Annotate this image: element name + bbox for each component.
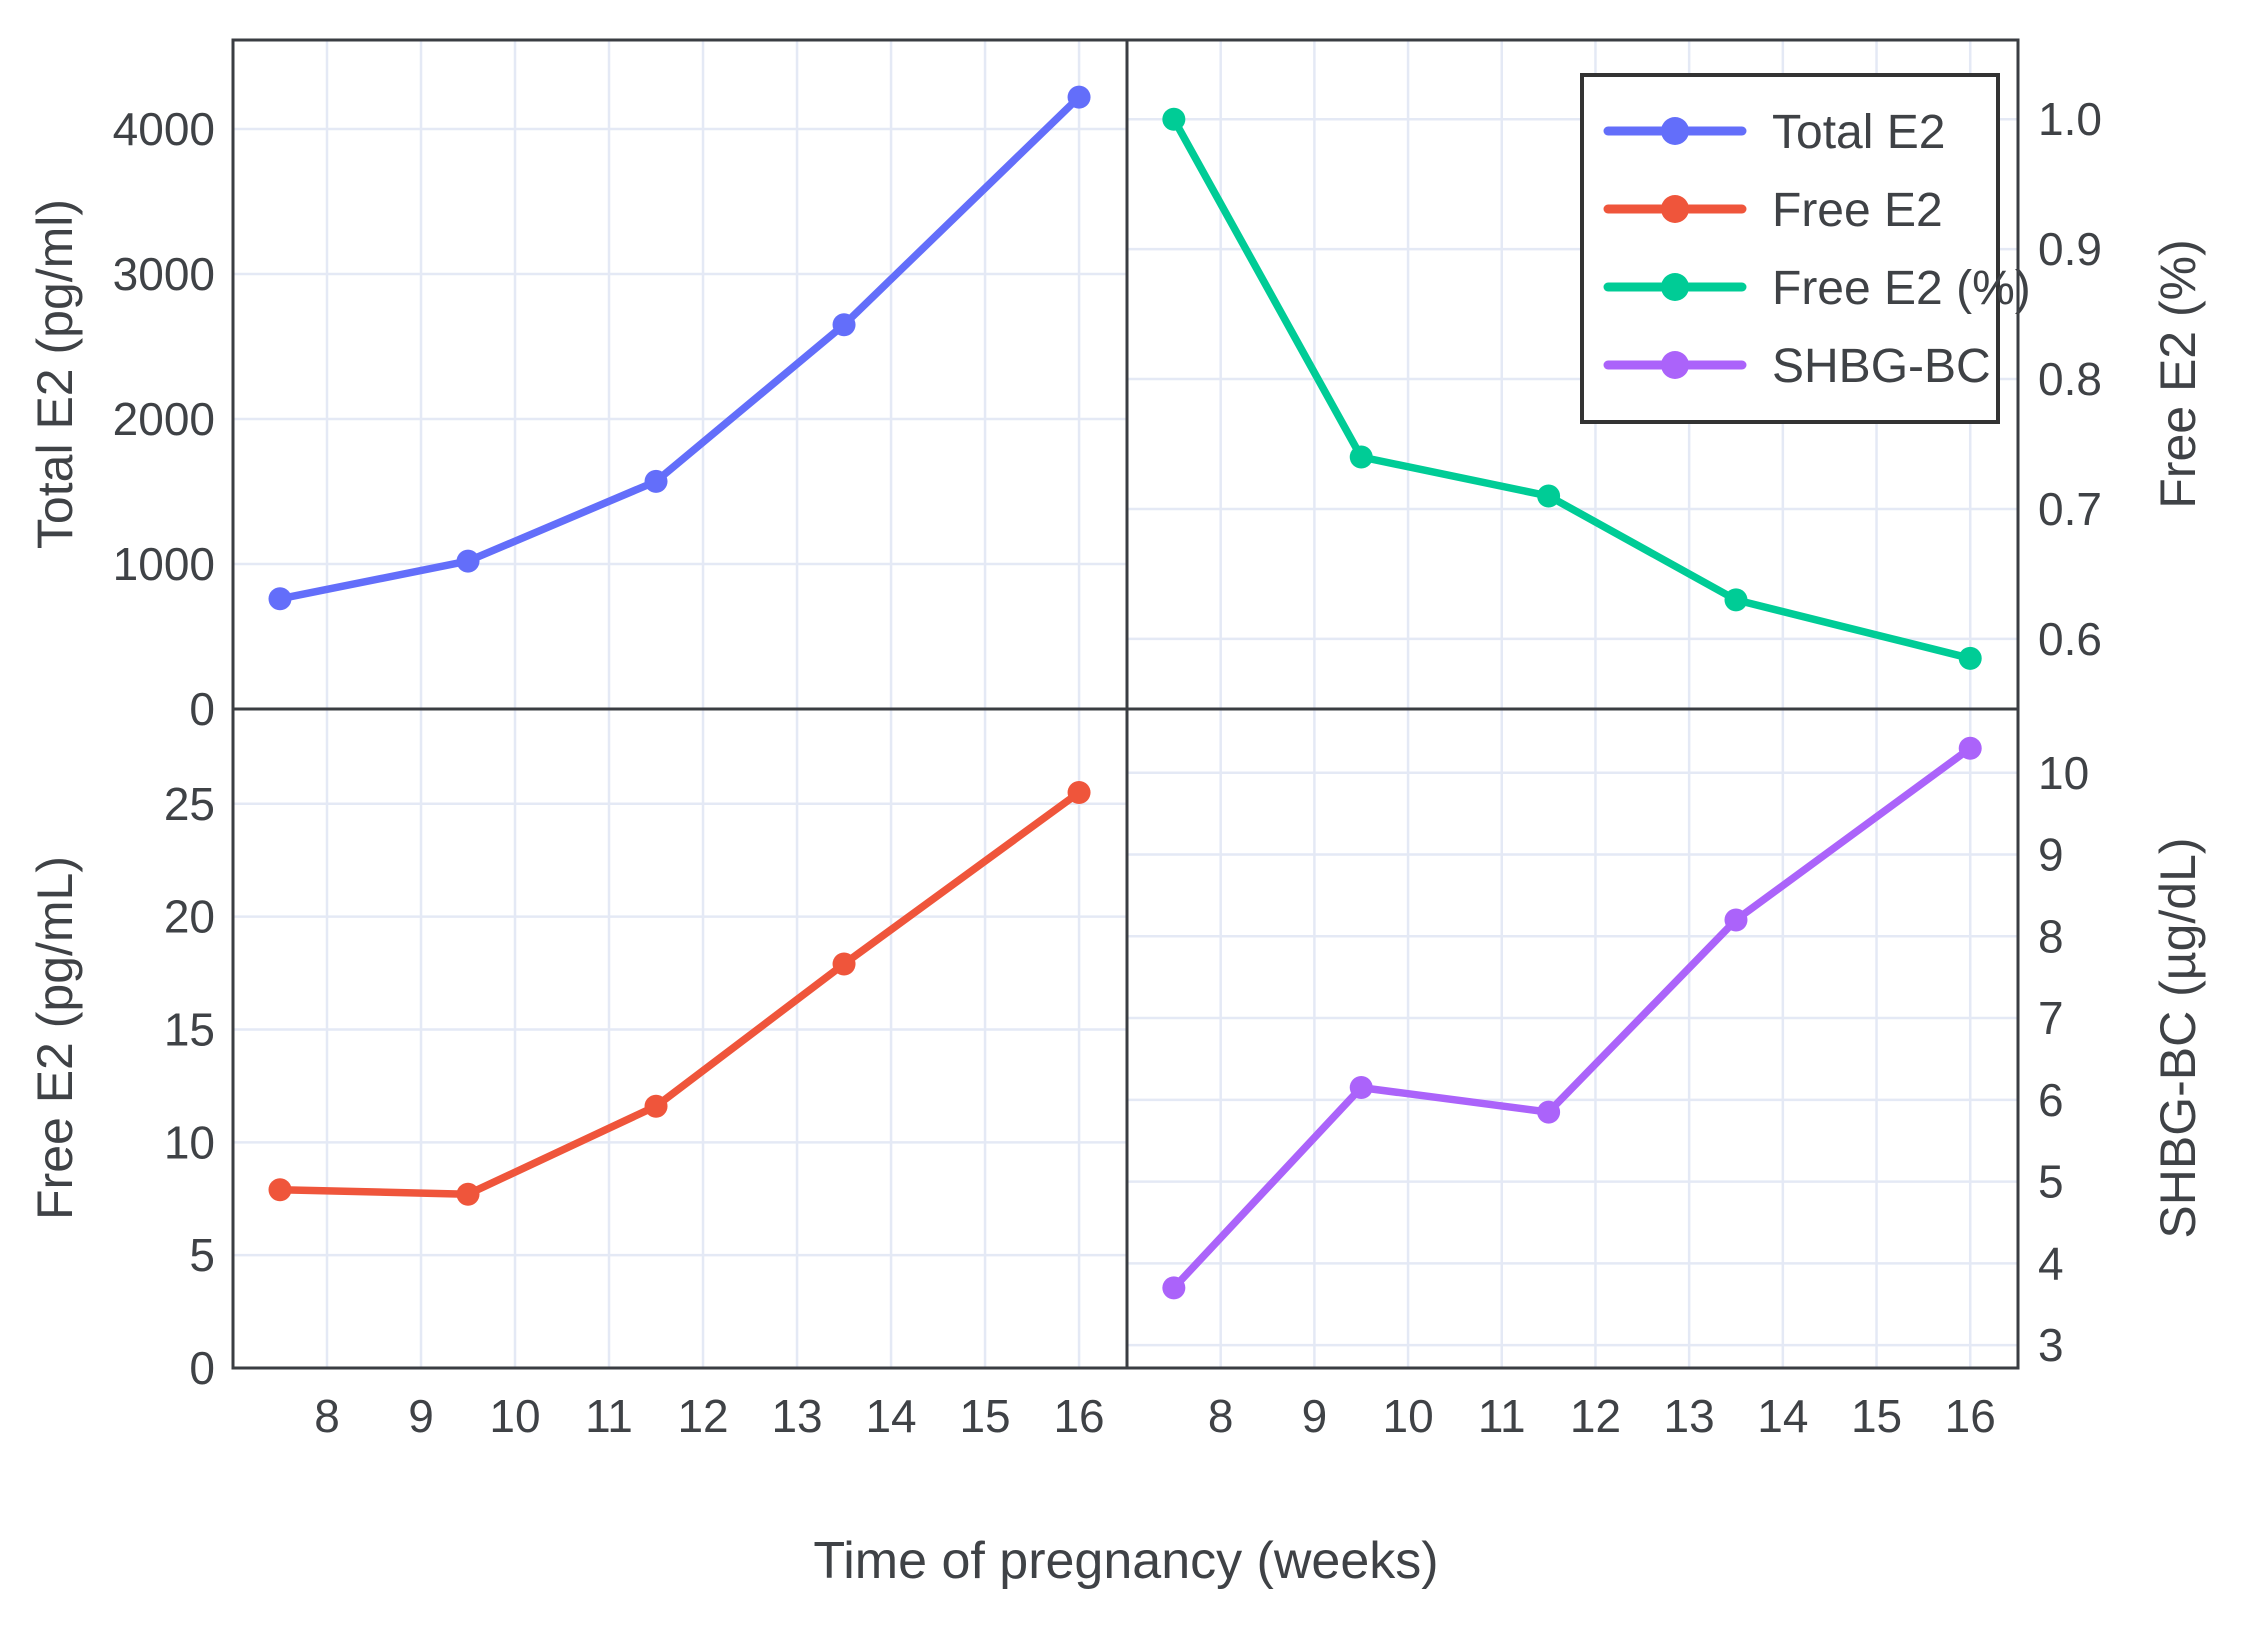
x-tick-label: 16 <box>1945 1390 1996 1442</box>
legend-label: SHBG-BC <box>1772 340 1991 393</box>
data-point-shbg-bc <box>1162 1276 1186 1300</box>
legend-item-free-e2: Free E2 <box>1603 184 1943 237</box>
y-axis-title-total-e2: Total E2 (pg/ml) <box>27 199 83 549</box>
y-tick-label: 9 <box>2038 829 2064 881</box>
legend-marker-circle <box>1661 117 1689 145</box>
y-tick-label: 7 <box>2038 992 2064 1044</box>
y-tick-label: 10 <box>164 1116 215 1168</box>
y-axis-title-free-e2: Free E2 (pg/mL) <box>27 856 83 1220</box>
x-tick-label: 10 <box>1382 1390 1433 1442</box>
x-tick-label: 10 <box>489 1390 540 1442</box>
y-tick-label: 4000 <box>113 103 215 155</box>
y-axis-title-free-e2-pct: Free E2 (%) <box>2150 239 2206 509</box>
data-point-total-e2 <box>832 313 856 337</box>
y-tick-label: 6 <box>2038 1074 2064 1126</box>
x-tick-label: 14 <box>1757 1390 1808 1442</box>
data-point-free-e2 <box>1537 484 1561 508</box>
panel-border-bottom-right <box>1125 707 2020 1370</box>
x-tick-label: 8 <box>1208 1390 1234 1442</box>
x-tick-label: 13 <box>771 1390 822 1442</box>
legend-marker-circle <box>1661 273 1689 301</box>
x-tick-label: 9 <box>1302 1390 1328 1442</box>
y-tick-label: 0.8 <box>2038 353 2102 405</box>
y-tick-label: 3000 <box>113 248 215 300</box>
data-point-total-e2 <box>456 549 480 573</box>
x-tick-label: 13 <box>1664 1390 1715 1442</box>
legend-label: Total E2 <box>1772 106 1945 159</box>
x-tick-label: 11 <box>1478 1390 1526 1442</box>
data-point-free-e2 <box>1162 107 1186 131</box>
data-point-total-e2 <box>268 587 292 611</box>
data-point-shbg-bc <box>1958 736 1982 760</box>
data-point-free-e2 <box>1724 588 1748 612</box>
data-point-free-e2 <box>832 952 856 976</box>
legend-marker-circle <box>1661 195 1689 223</box>
x-tick-label: 12 <box>1570 1390 1621 1442</box>
y-tick-label: 1.0 <box>2038 93 2102 145</box>
data-point-shbg-bc <box>1349 1076 1373 1100</box>
data-point-free-e2 <box>1067 781 1091 805</box>
data-point-shbg-bc <box>1537 1100 1561 1124</box>
x-axis-title: Time of pregnancy (weeks) <box>813 1532 1438 1590</box>
y-tick-label: 20 <box>164 891 215 943</box>
y-tick-label: 3 <box>2038 1319 2064 1371</box>
y-tick-label: 8 <box>2038 910 2064 962</box>
x-tick-label: 11 <box>585 1390 633 1442</box>
data-point-free-e2 <box>1958 646 1982 670</box>
legend-item-free-e2: Free E2 (%) <box>1603 262 2031 315</box>
data-point-free-e2 <box>644 1094 668 1118</box>
data-point-total-e2 <box>1067 85 1091 109</box>
y-tick-label: 0 <box>189 683 215 735</box>
legend-label: Free E2 (%) <box>1772 262 2031 315</box>
data-point-free-e2 <box>268 1178 292 1202</box>
x-tick-label: 16 <box>1053 1390 1104 1442</box>
y-tick-label: 0.6 <box>2038 613 2102 665</box>
y-tick-label: 0.9 <box>2038 223 2102 275</box>
y-tick-label: 1000 <box>113 538 215 590</box>
legend-item-total-e2: Total E2 <box>1603 106 1945 159</box>
x-tick-label: 9 <box>408 1390 434 1442</box>
y-tick-label: 2000 <box>113 393 215 445</box>
data-point-free-e2 <box>1349 445 1373 469</box>
y-tick-label: 0 <box>189 1342 215 1394</box>
data-point-free-e2 <box>456 1182 480 1206</box>
data-point-total-e2 <box>644 469 668 493</box>
y-tick-label: 4 <box>2038 1237 2064 1289</box>
y-axis-title-shbg-bc: SHBG-BC (µg/dL) <box>2150 837 2206 1238</box>
x-tick-label: 15 <box>1851 1390 1902 1442</box>
legend-marker-circle <box>1661 351 1689 379</box>
x-tick-label: 8 <box>314 1390 340 1442</box>
x-tick-label: 15 <box>959 1390 1010 1442</box>
x-tick-label: 12 <box>677 1390 728 1442</box>
y-tick-label: 25 <box>164 778 215 830</box>
x-tick-label: 14 <box>865 1390 916 1442</box>
y-tick-label: 10 <box>2038 747 2089 799</box>
y-tick-label: 5 <box>2038 1156 2064 1208</box>
data-point-shbg-bc <box>1724 908 1748 932</box>
legend-item-shbg-bc: SHBG-BC <box>1603 340 1991 393</box>
y-tick-label: 15 <box>164 1003 215 1055</box>
y-tick-label: 0.7 <box>2038 483 2102 535</box>
y-tick-label: 5 <box>189 1229 215 1281</box>
legend-label: Free E2 <box>1772 184 1943 237</box>
